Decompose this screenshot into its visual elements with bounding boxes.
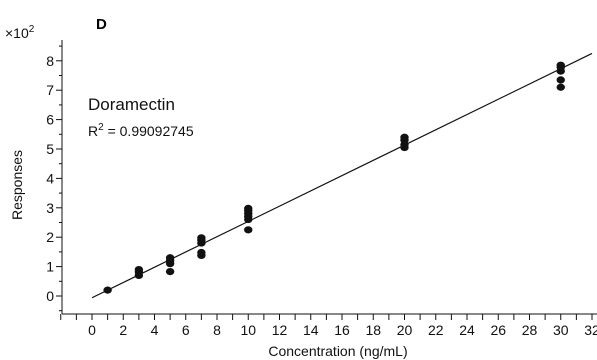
- compound-name-annotation: Doramectin: [88, 95, 175, 114]
- data-point: [197, 248, 206, 257]
- y-tick-label: 0: [46, 288, 54, 304]
- y-tick-label: 8: [46, 53, 54, 69]
- y-tick-label: 7: [46, 82, 54, 98]
- x-tick-label: 30: [553, 322, 569, 338]
- data-point: [244, 226, 253, 234]
- r2-exponent: 2: [98, 122, 104, 133]
- data-point: [556, 83, 565, 91]
- data-point: [165, 267, 175, 276]
- y-multiplier-exponent: 2: [29, 24, 35, 35]
- data-point: [197, 234, 206, 242]
- x-tick-label: 20: [397, 322, 413, 338]
- y-tick-label: 1: [46, 259, 54, 275]
- y-tick-label: 5: [46, 141, 54, 157]
- x-tick-label: 8: [213, 322, 221, 338]
- r2-value: = 0.99092745: [104, 123, 194, 139]
- x-tick-label: 0: [88, 322, 96, 338]
- x-tick-label: 6: [182, 322, 190, 338]
- panel-label: D: [96, 16, 107, 33]
- x-tick-label: 18: [365, 322, 381, 338]
- x-tick-label: 10: [240, 322, 256, 338]
- fit-line-group: [91, 52, 593, 299]
- y-axis-multiplier: ×102: [5, 24, 35, 41]
- x-tick-label: 14: [303, 322, 319, 338]
- x-tick-label: 16: [334, 322, 350, 338]
- data-points: [103, 61, 565, 294]
- x-axis-title: Concentration (ng/mL): [268, 343, 407, 359]
- r-squared-annotation: R2 = 0.99092745: [88, 122, 194, 139]
- y-tick-label: 2: [46, 229, 54, 245]
- x-tick-label: 4: [151, 322, 159, 338]
- y-tick-label: 3: [46, 200, 54, 216]
- fit-line: [91, 52, 593, 299]
- x-tick-label: 2: [119, 322, 127, 338]
- data-point: [556, 76, 565, 84]
- data-point: [103, 286, 112, 294]
- x-tick-label: 26: [490, 322, 506, 338]
- y-axis-title: Responses: [9, 150, 25, 220]
- x-tick-label: 22: [428, 322, 444, 338]
- data-point: [244, 204, 253, 212]
- r2-symbol: R: [88, 123, 98, 139]
- x-tick-label: 24: [459, 322, 475, 338]
- y-tick-label: 6: [46, 112, 54, 128]
- x-tick-label: 12: [272, 322, 288, 338]
- data-point: [400, 133, 409, 141]
- data-point: [165, 254, 175, 262]
- y-multiplier-base: ×10: [5, 25, 29, 41]
- data-point: [134, 265, 144, 274]
- x-tick-label: 28: [522, 322, 538, 338]
- y-tick-label: 4: [46, 170, 54, 186]
- x-tick-label: 32: [584, 322, 597, 338]
- data-point: [556, 61, 565, 69]
